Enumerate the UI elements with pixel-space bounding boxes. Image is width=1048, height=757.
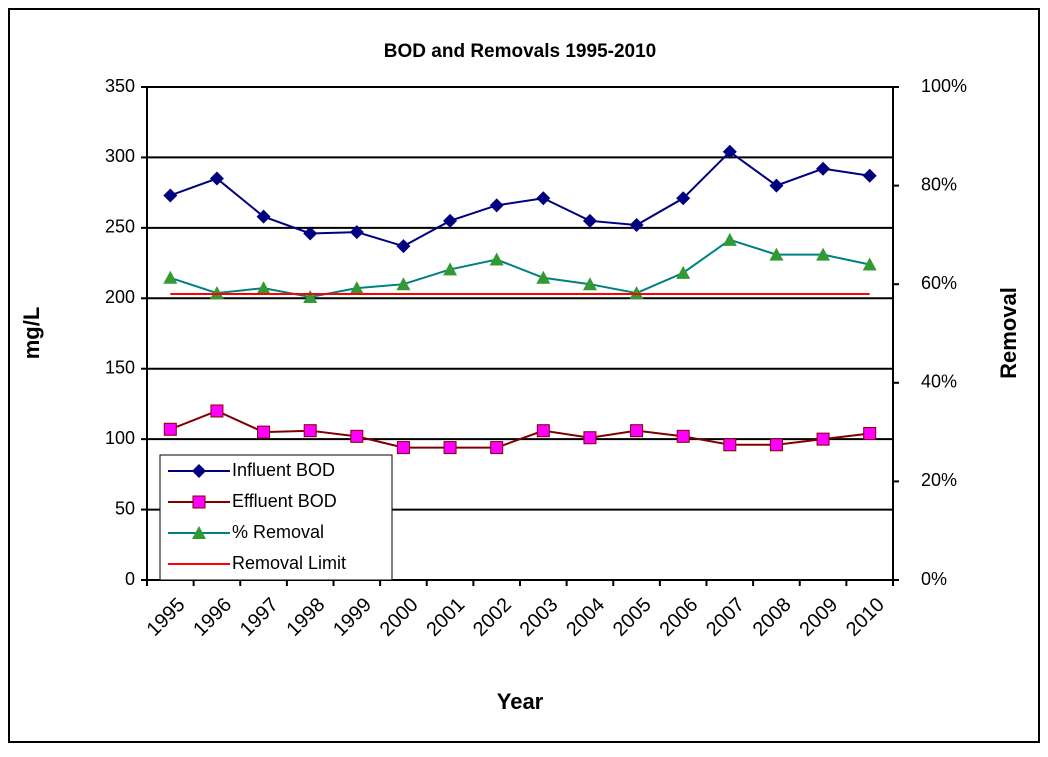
data-point (723, 438, 737, 452)
data-point (769, 247, 784, 261)
x-axis-title: Year (497, 689, 544, 714)
data-point (489, 252, 504, 266)
data-point (816, 432, 830, 446)
series-line (170, 238, 870, 299)
data-point (489, 198, 504, 213)
data-point (163, 188, 178, 203)
data-point (816, 161, 831, 176)
data-point (769, 178, 784, 193)
data-point (862, 257, 877, 271)
data-point (676, 429, 690, 443)
legend-label: Removal Limit (232, 553, 346, 573)
legend-label: % Removal (232, 522, 324, 542)
y-tick-label: 100 (105, 428, 135, 448)
data-point (582, 277, 597, 291)
legend-label: Influent BOD (232, 460, 335, 480)
data-point (350, 429, 364, 443)
y-tick-label: 0 (125, 569, 135, 589)
y-tick-label: 300 (105, 146, 135, 166)
data-point (583, 431, 597, 445)
data-point (209, 171, 224, 186)
chart-border (8, 8, 1040, 743)
data-point (256, 209, 271, 224)
chart-title: BOD and Removals 1995-2010 (384, 41, 656, 62)
data-point (722, 232, 737, 246)
y-axis-title: mg/L (19, 307, 44, 360)
data-point (676, 265, 691, 279)
data-point (490, 441, 504, 455)
legend-marker (192, 495, 206, 509)
legend-label: Effluent BOD (232, 491, 337, 511)
data-point (163, 270, 178, 284)
data-point (582, 213, 597, 228)
data-point (443, 213, 458, 228)
data-point (209, 286, 224, 300)
data-point (303, 226, 318, 241)
data-point (629, 286, 644, 300)
series-line (169, 150, 870, 248)
y2-tick-label: 20% (921, 470, 957, 490)
y2-tick-label: 60% (921, 273, 957, 293)
y2-tick-label: 0% (921, 569, 947, 589)
data-point (722, 144, 737, 159)
data-point (443, 441, 457, 455)
data-point (349, 225, 364, 240)
data-point (536, 191, 551, 206)
data-point (349, 281, 364, 295)
data-point (676, 191, 691, 206)
data-point (396, 441, 410, 455)
data-point (630, 424, 644, 438)
data-point (629, 218, 644, 233)
y-tick-label: 250 (105, 217, 135, 237)
data-point (303, 290, 318, 304)
y-tick-label: 50 (115, 498, 135, 518)
data-point (210, 404, 224, 418)
data-point (396, 239, 411, 254)
data-point (536, 270, 551, 284)
legend-marker (192, 464, 206, 478)
y2-tick-label: 80% (921, 174, 957, 194)
data-point (816, 247, 831, 261)
data-point (257, 425, 271, 439)
data-point (256, 281, 271, 295)
y2-axis-title: Removal (996, 287, 1021, 379)
data-point (769, 438, 783, 452)
data-point (443, 262, 458, 276)
y-tick-label: 200 (105, 287, 135, 307)
data-point (163, 422, 177, 436)
data-point (862, 168, 877, 183)
y-tick-label: 350 (105, 76, 135, 96)
data-point (536, 424, 550, 438)
y2-tick-label: 100% (921, 76, 967, 96)
y2-tick-label: 40% (921, 372, 957, 392)
series-line (169, 409, 870, 449)
data-point (303, 424, 317, 438)
legend-marker (192, 526, 206, 539)
data-point (863, 427, 877, 441)
y-tick-label: 150 (105, 357, 135, 377)
data-point (396, 277, 411, 291)
